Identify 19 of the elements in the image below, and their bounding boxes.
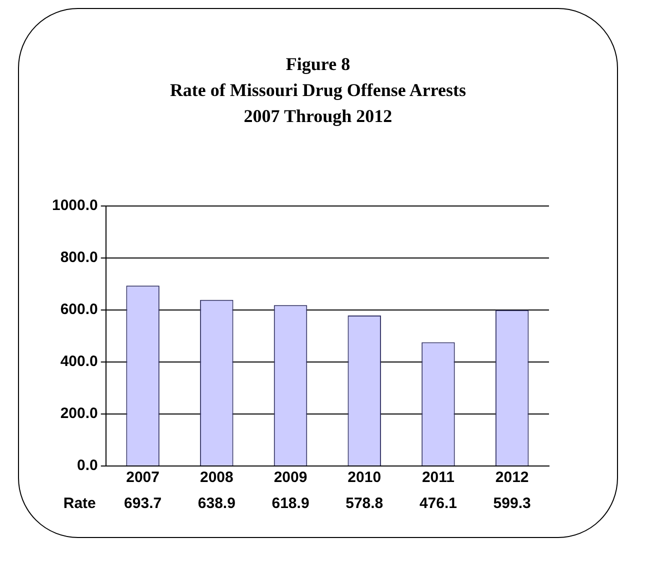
text: Rate — [63, 495, 96, 512]
y-tick-label: 1000.0 — [52, 197, 98, 214]
y-tick-label: 600.0 — [60, 301, 98, 318]
x-tick-label: 2009 — [274, 469, 308, 486]
x-tick-label: 2007 — [126, 469, 160, 486]
chart-title: Figure 8 Rate of Missouri Drug Offense Arrests 2007 Through 2012 — [168, 53, 468, 128]
y-tick-label: 800.0 — [60, 249, 98, 266]
data-label: 476.1 — [419, 495, 457, 512]
data-label: 578.8 — [346, 495, 384, 512]
data-label: 618.9 — [272, 495, 310, 512]
y-tick-label: 200.0 — [60, 405, 98, 422]
data-label: 638.9 — [198, 495, 236, 512]
y-tick-label: 400.0 — [60, 353, 98, 370]
y-tick-label: 0.0 — [77, 457, 98, 474]
data-label: 693.7 — [124, 495, 162, 512]
x-tick-label: 2010 — [348, 469, 382, 486]
x-tick-label: 2008 — [200, 469, 234, 486]
x-tick-label: 2012 — [495, 469, 529, 486]
x-tick-label: 2011 — [422, 469, 454, 486]
